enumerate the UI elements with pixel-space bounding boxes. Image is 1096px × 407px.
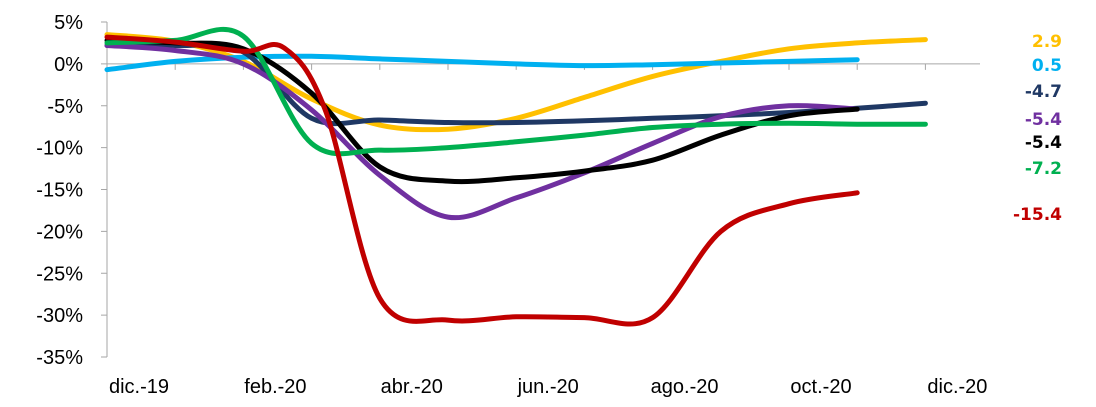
end-value-label-4: -5.4 xyxy=(1025,110,1062,130)
y-tick-label: -5% xyxy=(47,96,83,118)
y-tick-label: -20% xyxy=(36,221,83,243)
x-tick-label: oct.-20 xyxy=(790,376,851,398)
y-tick-labels: 5% 0% -5% -10% -15% -20% -25% -30% -35% xyxy=(36,12,83,369)
end-labels: 2.9 0.5 -4.7 -5.4 -5.4 -7.2 -15.4 xyxy=(1013,32,1062,225)
x-tick-labels: dic.-19 feb.-20 abr.-20 jun.-20 ago.-20 oct.-… xyxy=(109,376,987,398)
y-tick-label: -35% xyxy=(36,347,83,369)
end-value-label-2: 0.5 xyxy=(1032,56,1062,76)
y-axis xyxy=(101,21,108,358)
end-value-label-5: -5.4 xyxy=(1025,133,1062,153)
y-tick-label: 5% xyxy=(54,12,83,34)
x-tick-label: feb.-20 xyxy=(244,376,306,398)
series-line-5 xyxy=(104,37,860,185)
y-tick-label: -10% xyxy=(36,138,83,160)
x-tick-label: dic.-19 xyxy=(109,376,169,398)
x-tick-label: abr.-20 xyxy=(381,376,443,398)
end-value-label-1: 2.9 xyxy=(1032,32,1062,52)
y-tick-label: -25% xyxy=(36,263,83,285)
series-line-7 xyxy=(104,34,860,327)
end-value-label-6: -7.2 xyxy=(1025,159,1062,179)
x-tick-label: jun.-20 xyxy=(517,376,579,398)
series-lines xyxy=(104,26,928,327)
series-line-4 xyxy=(104,43,860,221)
end-value-label-7: -15.4 xyxy=(1013,205,1062,225)
series-line-6 xyxy=(104,26,928,157)
series-line-2 xyxy=(104,53,860,73)
x-tick-label: ago.-20 xyxy=(651,376,719,398)
x-tick-label: dic.-20 xyxy=(927,376,987,398)
y-tick-label: -30% xyxy=(36,305,83,327)
end-value-label-3: -4.7 xyxy=(1025,82,1062,102)
y-tick-label: 0% xyxy=(54,54,83,76)
y-tick-label: -15% xyxy=(36,180,83,202)
